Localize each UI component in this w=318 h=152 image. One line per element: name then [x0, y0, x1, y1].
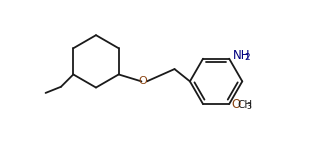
Text: 3: 3: [247, 102, 252, 111]
Text: 2: 2: [244, 53, 250, 62]
Text: O: O: [232, 98, 241, 111]
Text: O: O: [139, 76, 147, 86]
Text: NH: NH: [233, 49, 251, 62]
Text: CH: CH: [238, 100, 253, 110]
